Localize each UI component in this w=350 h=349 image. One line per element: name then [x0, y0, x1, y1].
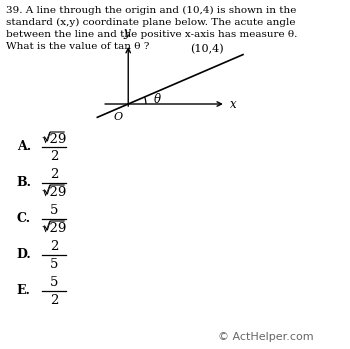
- Text: 2: 2: [50, 169, 58, 181]
- Text: A.: A.: [17, 141, 31, 154]
- Text: between the line and the positive x-axis has measure θ.: between the line and the positive x-axis…: [6, 30, 297, 39]
- Text: B.: B.: [17, 177, 32, 190]
- Text: 5: 5: [50, 258, 58, 270]
- Text: θ: θ: [154, 93, 161, 106]
- Text: 2: 2: [50, 294, 58, 306]
- Text: D.: D.: [17, 248, 32, 261]
- Text: C.: C.: [17, 213, 31, 225]
- Text: (10,4): (10,4): [190, 44, 224, 54]
- Text: 39. A line through the origin and (10,4) is shown in the: 39. A line through the origin and (10,4)…: [6, 6, 296, 15]
- Text: 2: 2: [50, 149, 58, 163]
- Text: √29: √29: [41, 133, 66, 146]
- Text: 2: 2: [50, 240, 58, 253]
- Text: x: x: [230, 97, 237, 111]
- Text: © ActHelper.com: © ActHelper.com: [218, 332, 314, 342]
- Text: √29: √29: [41, 222, 66, 235]
- Text: What is the value of tan θ ?: What is the value of tan θ ?: [6, 42, 149, 51]
- Text: standard (x,y) coordinate plane below. The acute angle: standard (x,y) coordinate plane below. T…: [6, 18, 295, 27]
- Text: 5: 5: [50, 205, 58, 217]
- Text: y: y: [123, 26, 130, 39]
- Text: O: O: [113, 112, 122, 122]
- Text: E.: E.: [17, 284, 30, 297]
- Text: 5: 5: [50, 276, 58, 290]
- Text: √29: √29: [41, 186, 66, 199]
